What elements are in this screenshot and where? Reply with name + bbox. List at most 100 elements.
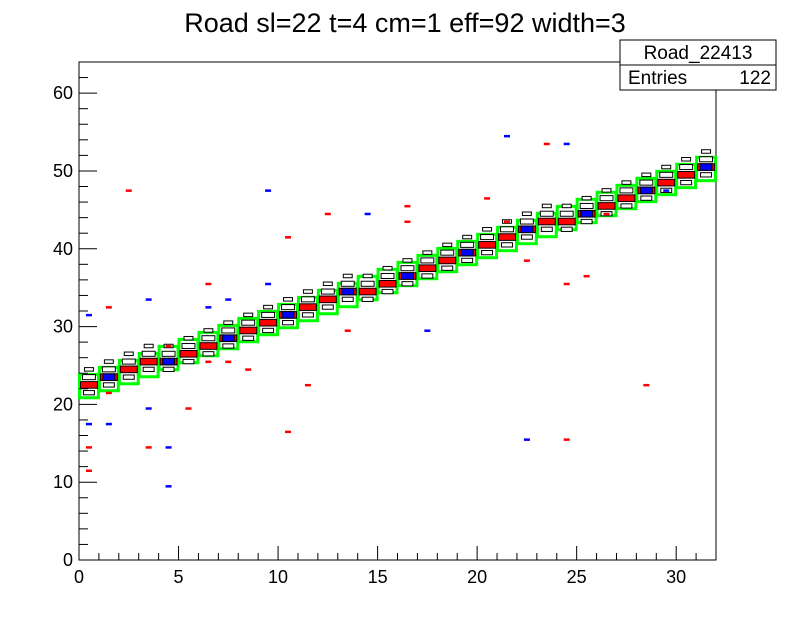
occupancy-box	[380, 272, 395, 280]
occupancy-box	[640, 195, 653, 201]
occupancy-box-blue	[639, 186, 653, 195]
occupancy-box	[79, 381, 98, 389]
blue-hit	[265, 282, 272, 286]
blue-hit	[85, 422, 92, 426]
occupancy-box	[581, 195, 592, 201]
x-tick-label: 30	[666, 567, 686, 587]
occupancy-box	[539, 210, 554, 217]
red-hit	[643, 383, 650, 387]
red-hit	[523, 259, 530, 262]
x-tick-label: 0	[74, 567, 84, 587]
y-tick-label: 50	[53, 161, 73, 181]
occupancy-box	[262, 327, 275, 334]
red-hit	[145, 446, 152, 449]
occupancy-box	[318, 295, 337, 304]
occupancy-box	[579, 202, 594, 209]
occupancy-box	[161, 350, 176, 357]
occupancy-box	[123, 351, 134, 357]
occupancy-box	[478, 241, 497, 249]
occupancy-box	[358, 287, 377, 296]
occupancy-box	[699, 156, 714, 163]
occupancy-box	[143, 343, 154, 349]
occupancy-box	[620, 203, 633, 209]
occupancy-box	[641, 172, 652, 178]
occupancy-box	[661, 164, 672, 170]
blue-hit	[563, 142, 570, 146]
occupancy-box	[82, 390, 95, 396]
red-hit	[285, 236, 292, 239]
occupancy-box	[242, 335, 255, 341]
occupancy-box	[498, 233, 516, 241]
occupancy-box	[223, 320, 234, 325]
y-tick-label: 20	[53, 394, 73, 414]
occupancy-box-blue	[401, 272, 414, 280]
road-band	[78, 155, 717, 400]
occupancy-box-blue	[281, 311, 295, 319]
occupancy-box-blue	[699, 163, 713, 171]
occupancy-box	[181, 342, 196, 350]
occupancy-box	[442, 242, 453, 248]
occupancy-box	[103, 359, 114, 364]
blue-hit	[165, 485, 172, 488]
occupancy-box	[659, 171, 674, 178]
occupancy-box	[302, 289, 313, 294]
blue-hit	[205, 306, 212, 309]
occupancy-box	[261, 311, 276, 318]
occupancy-box	[521, 211, 532, 216]
occupancy-box	[122, 374, 135, 380]
occupancy-box	[540, 226, 553, 232]
occupancy-box	[259, 318, 278, 327]
occupancy-box	[222, 343, 235, 349]
red-hit	[503, 220, 510, 224]
occupancy-box	[597, 202, 616, 210]
occupancy-box	[281, 304, 295, 311]
stats-entries-label: Entries	[628, 68, 687, 89]
red-hit	[125, 189, 132, 192]
occupancy-box	[298, 303, 317, 311]
occupancy-box	[541, 203, 552, 209]
occupancy-box	[81, 374, 96, 381]
occupancy-box	[202, 351, 215, 357]
x-tick-label: 15	[368, 567, 388, 587]
occupancy-box	[162, 366, 175, 372]
occupancy-box	[421, 273, 434, 279]
occupancy-box	[537, 217, 556, 226]
red-hit	[663, 181, 670, 185]
occupancy-box-blue	[221, 334, 235, 343]
occupancy-box	[378, 279, 397, 288]
stats-entries-value: 122	[739, 68, 771, 89]
occupancy-box	[282, 320, 294, 326]
red-hit	[304, 383, 311, 387]
red-hit	[484, 197, 491, 200]
occupancy-box	[243, 312, 254, 318]
y-tick-label: 40	[53, 239, 73, 259]
blue-hit	[145, 407, 152, 410]
occupancy-box	[482, 227, 493, 232]
x-tick-label: 10	[268, 567, 288, 587]
occupancy-box	[241, 319, 256, 326]
stats-name: Road_22413	[644, 43, 753, 64]
occupancy-box	[520, 234, 533, 240]
occupancy-box	[320, 288, 335, 295]
red-hit	[344, 329, 351, 332]
occupancy-box	[701, 149, 712, 154]
occupancy-box	[400, 265, 415, 272]
occupancy-box	[501, 242, 513, 248]
occupancy-box	[201, 335, 216, 342]
red-hit	[285, 430, 292, 434]
occupancy-box	[677, 171, 696, 179]
red-hit	[105, 306, 112, 309]
occupancy-box	[422, 250, 433, 255]
occupancy-box	[438, 256, 457, 265]
occupancy-box	[360, 280, 375, 287]
y-tick-label: 10	[53, 472, 73, 492]
axes: 0 5 10 15 20 25 30 0 10 20 30 40 50 60	[53, 61, 717, 587]
occupancy-box	[500, 226, 514, 233]
red-hit	[185, 407, 192, 410]
plot-frame	[78, 61, 717, 561]
red-hit	[583, 274, 590, 278]
occupancy-box	[199, 342, 218, 350]
occupancy-box	[440, 249, 455, 256]
occupancy-box	[300, 296, 315, 303]
